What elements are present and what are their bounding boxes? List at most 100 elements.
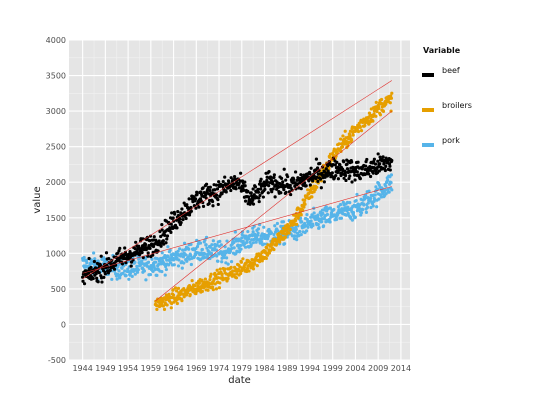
- broilers-point: [372, 112, 376, 116]
- pork-point: [300, 220, 304, 224]
- pork-point: [345, 200, 350, 205]
- beef-point: [278, 181, 282, 186]
- beef-point: [95, 276, 99, 280]
- beef-point: [353, 178, 357, 182]
- beef-point: [229, 176, 233, 180]
- pork-point: [354, 198, 358, 203]
- broilers-point: [217, 286, 222, 290]
- beef-point: [376, 152, 380, 156]
- broilers-point: [187, 284, 192, 288]
- beef-point: [224, 190, 228, 194]
- beef-point: [81, 279, 85, 283]
- x-tick-label: 1949: [95, 364, 115, 373]
- beef-point: [367, 172, 371, 176]
- broilers-point: [303, 202, 307, 206]
- pork-point: [355, 192, 359, 197]
- broilers-point: [343, 129, 347, 133]
- beef-point: [279, 176, 284, 180]
- pork-point: [225, 239, 229, 243]
- beef-point: [281, 180, 285, 184]
- beef-point: [137, 246, 141, 251]
- beef-point: [97, 271, 101, 275]
- pork-point: [248, 240, 252, 244]
- broilers-point: [363, 123, 367, 128]
- pork-point: [177, 258, 181, 262]
- beef-point: [266, 191, 270, 195]
- broilers-point: [377, 106, 381, 111]
- pork-point: [383, 188, 387, 192]
- broilers-point: [287, 231, 291, 235]
- pork-point: [117, 269, 121, 273]
- pork-point: [148, 272, 153, 277]
- y-tick-label: -500: [48, 356, 66, 365]
- broilers-point: [208, 278, 212, 282]
- beef-point: [378, 162, 382, 166]
- pork-point: [184, 253, 188, 257]
- broilers-point: [299, 213, 303, 217]
- pork-point: [256, 231, 260, 235]
- pork-point: [220, 260, 224, 264]
- broilers-point: [242, 265, 247, 270]
- broilers-point: [175, 301, 179, 306]
- broilers-point: [231, 269, 235, 273]
- pork-point: [219, 243, 223, 247]
- pork-point: [328, 220, 332, 224]
- broilers-point: [178, 292, 182, 296]
- broilers-point: [350, 138, 354, 142]
- pork-point: [167, 263, 171, 267]
- pork-point: [386, 178, 390, 182]
- beef-point: [173, 212, 177, 216]
- beef-point: [169, 222, 173, 226]
- y-tick-label: 1500: [46, 214, 66, 223]
- beef-point: [334, 173, 338, 178]
- beef-point: [120, 262, 125, 266]
- broilers-point: [173, 286, 178, 290]
- beef-point: [312, 174, 316, 178]
- broilers-point: [161, 304, 165, 308]
- legend-key-pork: [422, 143, 434, 147]
- legend-items: beef broilers pork: [422, 66, 472, 147]
- beef-point: [272, 175, 276, 179]
- pork-point: [294, 227, 298, 231]
- beef-point: [309, 166, 313, 170]
- pork-point: [311, 223, 315, 228]
- x-tick-label: 1979: [232, 364, 252, 373]
- pork-point: [332, 207, 336, 212]
- beef-point: [135, 249, 139, 253]
- beef-point: [184, 216, 188, 221]
- beef-point: [378, 155, 382, 159]
- broilers-point: [214, 273, 218, 277]
- pork-point: [123, 269, 127, 273]
- pork-point: [327, 217, 331, 222]
- y-tick-label: 3000: [46, 107, 66, 116]
- broilers-point: [340, 145, 345, 149]
- x-tick-label: 1959: [141, 364, 161, 373]
- beef-point: [96, 280, 100, 284]
- pork-point: [321, 211, 325, 216]
- broilers-point: [167, 292, 171, 296]
- beef-point: [124, 261, 128, 265]
- pork-point: [181, 248, 185, 252]
- beef-point: [243, 184, 247, 188]
- beef-point: [168, 227, 172, 232]
- broilers-point: [374, 100, 378, 105]
- beef-point: [215, 187, 220, 191]
- pork-point: [127, 277, 131, 281]
- beef-point: [338, 163, 342, 167]
- beef-point: [373, 162, 378, 166]
- pork-point: [93, 257, 97, 261]
- pork-point: [249, 243, 253, 247]
- legend-title: Variable: [423, 46, 461, 55]
- pork-point: [175, 256, 179, 260]
- y-tick-label: 1000: [46, 249, 66, 258]
- pork-point: [154, 260, 158, 264]
- x-tick-label: 1969: [186, 364, 206, 373]
- beef-point: [215, 193, 219, 197]
- beef-point: [350, 160, 354, 164]
- beef-point: [372, 157, 376, 161]
- beef-point: [253, 185, 258, 189]
- pork-point: [187, 247, 191, 251]
- broilers-point: [239, 260, 243, 264]
- pork-point: [200, 247, 204, 252]
- pork-point: [246, 229, 250, 234]
